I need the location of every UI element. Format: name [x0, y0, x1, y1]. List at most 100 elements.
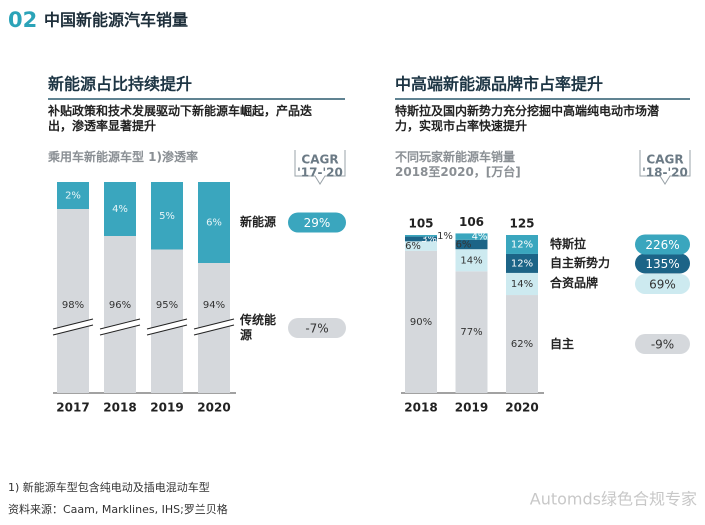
- value-label: 98%: [62, 300, 84, 311]
- bar-segment: [506, 295, 538, 393]
- value-label: 4%: [112, 204, 128, 215]
- bar-segment: [455, 249, 488, 272]
- cagr-value: 135%: [645, 257, 679, 271]
- x-tick-label: 2019: [150, 401, 183, 415]
- legend-label: 自主新势力: [550, 255, 611, 270]
- x-tick-label: 2017: [56, 401, 89, 415]
- value-label: 6%: [405, 241, 421, 252]
- total-label: 106: [459, 215, 484, 229]
- value-label: 95%: [156, 300, 178, 311]
- legend-label: 传统能源: [240, 313, 277, 342]
- value-label: 62%: [511, 339, 533, 350]
- legend-label: 合资品牌: [550, 276, 599, 291]
- cagr-period: '17-'20: [297, 166, 343, 180]
- cagr-pill: [635, 273, 690, 294]
- axis-break: [146, 318, 188, 330]
- legend-label: 自主: [550, 336, 575, 351]
- bar-segment: [405, 250, 437, 393]
- bar-segment: [455, 271, 488, 393]
- cagr-pill: [288, 318, 346, 338]
- x-tick-label: 2018: [103, 401, 136, 415]
- value-label: 5%: [159, 211, 175, 222]
- cagr-value: -7%: [305, 322, 328, 336]
- x-tick-label: 2018: [404, 401, 437, 415]
- cagr-value: 29%: [304, 216, 331, 230]
- x-tick-label: 2020: [197, 401, 230, 415]
- value-label: 2%: [65, 191, 81, 202]
- bar-segment: [405, 235, 437, 237]
- legend-label: 自主: [550, 336, 575, 351]
- x-tick-label: 2019: [455, 401, 488, 415]
- cagr-value: -9%: [651, 338, 674, 352]
- axis-break: [193, 318, 235, 330]
- x-tick-label: 2020: [505, 401, 538, 415]
- value-label: 4%: [472, 232, 488, 243]
- bar-segment: [506, 253, 538, 273]
- axis-break: [99, 318, 141, 330]
- cagr-value: 226%: [645, 238, 679, 252]
- cagr-pill: [635, 253, 690, 274]
- axis-label: 不同玩家新能源车销量 2018至2020，[万台]: [395, 150, 521, 179]
- panel-subtitle: 补贴政策和技术发展驱动下新能源车崛起，产品迭出，渗透率显著提升: [48, 104, 313, 133]
- axis-break: [146, 324, 188, 336]
- value-label: 94%: [203, 300, 225, 311]
- bar-segment: [198, 182, 230, 263]
- bar-segment: [506, 235, 538, 254]
- bar-segment: [455, 239, 488, 250]
- value-label: 6%: [456, 239, 472, 250]
- bar-segment: [104, 236, 136, 393]
- cagr-pill: [635, 334, 690, 355]
- panel-subtitle: 特斯拉及国内新势力充分挖掘中高端纯电动市场潜力，实现市占率快速提升: [395, 104, 660, 133]
- axis-break: [193, 324, 235, 336]
- watermark: Automds绿色合规专家: [530, 490, 697, 509]
- cagr-pill: [288, 212, 346, 233]
- value-label: 6%: [206, 218, 222, 229]
- legend-label: 传统能源: [240, 313, 277, 342]
- cagr-period: '18-'20: [642, 166, 688, 180]
- axis-break: [147, 319, 187, 335]
- axis-break: [194, 319, 234, 335]
- page-title: 中国新能源汽车销量: [44, 11, 188, 30]
- footnote: 1) 新能源车型包含纯电动及插电混动车型: [8, 480, 210, 494]
- legend-label: 新能源: [240, 215, 277, 229]
- legend-label: 特斯拉: [550, 236, 587, 251]
- legend-label: 合资品牌: [550, 276, 599, 291]
- section-number: 02: [8, 8, 37, 32]
- cagr-pill: [635, 234, 690, 255]
- panel-title: 中高端新能源品牌市占率提升: [395, 75, 603, 94]
- bar-segment: [151, 182, 183, 250]
- value-label: 3%: [421, 234, 437, 245]
- value-label: 14%: [460, 255, 482, 266]
- value-label: 90%: [410, 317, 432, 328]
- bar-segment: [405, 236, 437, 242]
- axis-label: 不同玩家新能源车销量 2018至2020，[万台]: [395, 150, 521, 179]
- bar-segment: [506, 272, 538, 296]
- axis-break: [52, 318, 94, 330]
- value-label: 12%: [511, 239, 533, 250]
- axis-break: [100, 319, 140, 335]
- legend-label: 自主新势力: [550, 255, 611, 270]
- legend-label: 新能源: [240, 215, 277, 229]
- panel-subtitle: 特斯拉及国内新势力充分挖掘中高端纯电动市场潜力，实现市占率快速提升: [395, 104, 660, 133]
- axis-label: 乘用车新能源车型 1)渗透率: [48, 150, 198, 164]
- value-label: 1%: [437, 231, 453, 242]
- cagr-label: CAGR: [301, 153, 338, 167]
- panel-title: 新能源占比持续提升: [48, 75, 192, 94]
- axis-break: [52, 324, 94, 336]
- cagr-bracket: [294, 150, 346, 185]
- source: 资料来源：Caam, Marklines, IHS;罗兰贝格: [8, 502, 228, 516]
- bar-segment: [57, 209, 89, 393]
- value-label: 12%: [511, 258, 533, 269]
- panel-subtitle: 补贴政策和技术发展驱动下新能源车崛起，产品迭出，渗透率显著提升: [48, 104, 313, 133]
- axis-break: [99, 324, 141, 336]
- total-label: 125: [509, 217, 534, 231]
- value-label: 96%: [109, 300, 131, 311]
- value-label: 77%: [460, 327, 482, 338]
- bar-segment: [455, 233, 488, 240]
- axis-label: 乘用车新能源车型 1)渗透率: [48, 150, 198, 164]
- axis-break: [53, 319, 93, 335]
- value-label: 14%: [511, 279, 533, 290]
- cagr-value: 69%: [649, 277, 676, 291]
- legend-label: 特斯拉: [550, 236, 587, 251]
